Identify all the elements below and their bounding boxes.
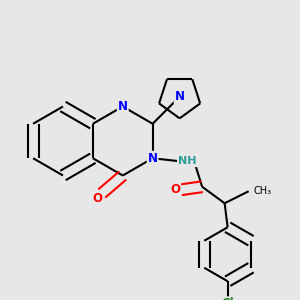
Text: CH₃: CH₃ [253, 186, 271, 196]
Text: N: N [148, 152, 158, 165]
Text: N: N [118, 100, 128, 113]
Text: N: N [175, 90, 184, 103]
Text: Cl: Cl [221, 297, 234, 300]
Text: NH: NH [178, 156, 196, 166]
Text: O: O [92, 191, 102, 205]
Text: O: O [170, 183, 180, 196]
